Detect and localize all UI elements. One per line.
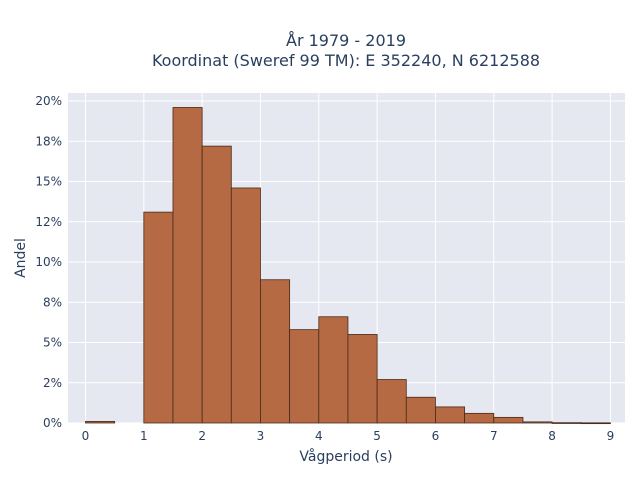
x-tick-label: 3	[257, 429, 265, 443]
x-tick-label: 4	[315, 429, 323, 443]
x-tick-labels: 0 1 2 3 4 5 6 7 8 9	[82, 429, 615, 443]
x-tick-label: 1	[140, 429, 148, 443]
x-tick-label: 0	[82, 429, 90, 443]
histogram-bar	[464, 412, 495, 424]
histogram-bar	[143, 211, 174, 424]
x-tick-label: 8	[548, 429, 556, 443]
histogram-bar	[289, 329, 320, 424]
histogram-bar	[260, 279, 291, 424]
bars	[85, 107, 611, 425]
x-axis-title: Vågperiod (s)	[299, 448, 392, 465]
y-tick-label: 20%	[35, 94, 62, 108]
histogram-bar	[435, 406, 466, 424]
x-tick-label: 7	[490, 429, 498, 443]
histogram-bar	[318, 316, 349, 424]
x-tick-label: 9	[607, 429, 615, 443]
chart-title-line-1: År 1979 - 2019	[286, 31, 406, 50]
y-tick-label: 12%	[35, 215, 62, 229]
histogram-bar	[230, 187, 261, 424]
y-tick-label: 18%	[35, 134, 62, 148]
histogram-bar	[172, 107, 203, 424]
histogram-bar	[405, 396, 436, 424]
histogram-bar	[347, 334, 378, 424]
histogram-bar	[201, 145, 232, 424]
y-axis-title: Andel	[13, 238, 29, 278]
y-tick-label: 8%	[43, 295, 62, 309]
x-tick-label: 2	[198, 429, 206, 443]
y-tick-label: 5%	[43, 336, 62, 350]
y-tick-label: 15%	[35, 175, 62, 189]
histogram-bar	[551, 422, 582, 424]
histogram-bar	[376, 379, 407, 424]
x-tick-label: 5	[373, 429, 381, 443]
histogram-bar	[580, 422, 611, 425]
y-tick-label: 0%	[43, 416, 62, 430]
histogram-bar	[493, 416, 524, 424]
x-tick-label: 6	[432, 429, 440, 443]
chart-title-line-2: Koordinat (Sweref 99 TM): E 352240, N 62…	[152, 51, 540, 70]
histogram-bar	[522, 421, 553, 424]
histogram-bar	[85, 420, 116, 424]
y-tick-label: 10%	[35, 255, 62, 269]
y-tick-labels: 0% 2% 5% 8% 10% 12% 15% 18% 20%	[35, 94, 62, 430]
y-tick-label: 2%	[43, 376, 62, 390]
